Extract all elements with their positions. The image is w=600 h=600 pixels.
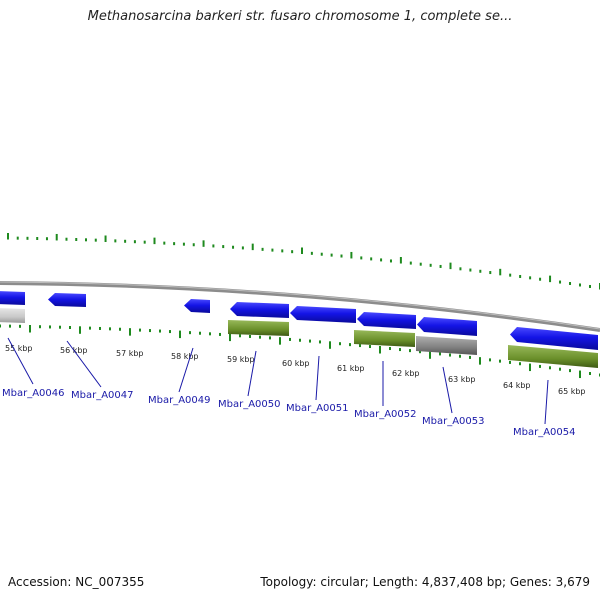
gene-feature[interactable]: [184, 299, 210, 313]
gene-leader-line: [442, 366, 453, 414]
gene-leader-line: [247, 350, 257, 397]
gene-feature[interactable]: [416, 336, 477, 355]
gene-label-group: Mbar_A0046 Mbar_A0047 Mbar_A0049 Mbar_A0050…: [2, 337, 576, 438]
kbp-label: 55 kbp: [5, 344, 33, 353]
gene-leader-line: [7, 337, 34, 385]
kbp-label: 59 kbp: [227, 355, 255, 364]
gene-feature[interactable]: [48, 293, 86, 307]
gene-leader-line: [178, 347, 194, 393]
kbp-label: 61 kbp: [337, 364, 365, 373]
outer-tick-track: [7, 233, 600, 290]
kbp-label: 58 kbp: [171, 352, 199, 361]
gene-leader-line: [66, 340, 102, 388]
gene-label[interactable]: Mbar_A0052: [354, 409, 417, 420]
gene-feature[interactable]: [0, 291, 25, 305]
gene-label[interactable]: Mbar_A0054: [513, 427, 576, 438]
gene-label[interactable]: Mbar_A0050: [218, 399, 281, 410]
kbp-label: 60 kbp: [282, 359, 310, 368]
gene-label[interactable]: Mbar_A0049: [148, 395, 211, 406]
gene-label[interactable]: Mbar_A0051: [286, 403, 349, 414]
kbp-label: 62 kbp: [392, 369, 420, 378]
inner-tick-track: [0, 324, 600, 379]
gene-feature[interactable]: [510, 327, 598, 350]
gene-feature[interactable]: [417, 317, 477, 336]
gene-label[interactable]: Mbar_A0047: [71, 390, 134, 401]
gene-feature[interactable]: [0, 308, 25, 323]
kbp-label: 65 kbp: [558, 387, 586, 396]
gene-feature[interactable]: [354, 330, 415, 347]
accession-text: Accession: NC_007355: [8, 575, 145, 589]
chromosome-backbone-highlight: [0, 281, 600, 330]
map-title: Methanosarcina barkeri str. fusaro chrom…: [87, 9, 513, 24]
gene-feature[interactable]: [230, 302, 289, 318]
gene-feature[interactable]: [290, 306, 356, 323]
gene-feature[interactable]: [357, 312, 416, 329]
gene-feature[interactable]: [508, 345, 598, 368]
feature-track: [0, 291, 598, 368]
gene-label[interactable]: Mbar_A0053: [422, 416, 485, 427]
gene-leader-line: [315, 355, 320, 401]
gene-feature[interactable]: [228, 320, 289, 336]
gene-leader-line: [544, 379, 549, 425]
kbp-label: 64 kbp: [503, 381, 531, 390]
kbp-label: 57 kbp: [116, 349, 144, 358]
kbp-label: 63 kbp: [448, 375, 476, 384]
gene-label[interactable]: Mbar_A0046: [2, 388, 65, 399]
chromosome-backbone: [0, 281, 600, 332]
topology-summary: Topology: circular; Length: 4,837,408 bp…: [260, 575, 590, 589]
